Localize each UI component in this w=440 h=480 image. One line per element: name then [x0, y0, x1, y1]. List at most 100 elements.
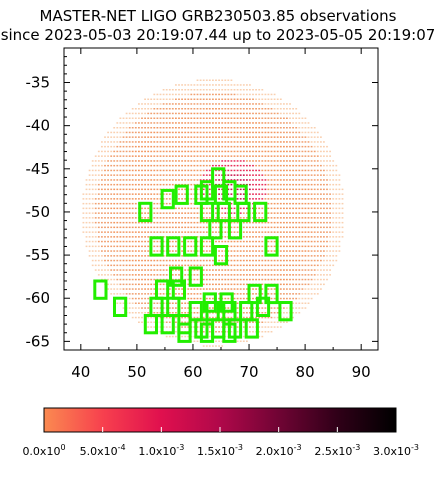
probability-dot	[116, 269, 119, 271]
probability-dot	[270, 307, 273, 309]
probability-dot	[320, 155, 322, 157]
probability-dot	[323, 226, 325, 229]
probability-dot	[267, 316, 270, 319]
probability-dot	[165, 131, 168, 134]
probability-dot	[193, 122, 196, 124]
probability-dot	[310, 212, 313, 214]
observed-field	[278, 301, 293, 322]
probability-dot	[246, 312, 248, 314]
probability-dot	[205, 226, 208, 229]
probability-dot	[131, 255, 134, 257]
probability-dot	[162, 155, 165, 157]
probability-dot	[292, 117, 294, 119]
probability-dot	[199, 259, 202, 262]
probability-dot	[138, 236, 140, 238]
probability-dot	[239, 179, 242, 181]
probability-dot	[171, 250, 174, 252]
probability-dot	[249, 160, 251, 162]
probability-dot	[276, 193, 279, 195]
probability-dot	[91, 174, 94, 176]
probability-dot	[221, 264, 224, 267]
probability-dot	[304, 136, 307, 138]
probability-dot	[181, 302, 183, 304]
probability-dot	[310, 226, 313, 229]
probability-dot	[199, 84, 202, 86]
probability-dot	[316, 136, 319, 138]
probability-dot	[255, 174, 257, 176]
probability-dot	[221, 93, 224, 96]
probability-dot	[153, 283, 156, 286]
probability-dot	[101, 193, 103, 195]
probability-dot	[310, 136, 313, 138]
probability-dot	[156, 188, 159, 191]
probability-dot	[212, 98, 214, 100]
probability-dot	[335, 221, 338, 224]
probability-dot	[202, 127, 205, 129]
probability-dot	[202, 179, 205, 181]
probability-dot	[128, 255, 131, 257]
probability-dot	[202, 164, 205, 167]
probability-dot	[258, 212, 261, 214]
probability-dot	[261, 183, 264, 186]
probability-dot	[193, 207, 196, 210]
probability-dot	[252, 169, 254, 172]
probability-dot	[144, 283, 146, 286]
probability-dot	[150, 259, 153, 262]
probability-dot	[113, 160, 116, 162]
probability-dot	[258, 160, 261, 162]
probability-dot	[175, 160, 177, 162]
probability-dot	[153, 217, 156, 219]
probability-dot	[289, 103, 291, 105]
probability-dot	[279, 297, 282, 300]
probability-dot	[230, 221, 233, 224]
probability-dot	[162, 141, 165, 143]
probability-dot	[307, 259, 310, 262]
probability-dot	[246, 103, 248, 105]
probability-dot	[295, 259, 298, 262]
probability-dot	[286, 269, 288, 271]
probability-dot	[255, 183, 257, 186]
probability-dot	[119, 217, 122, 219]
probability-dot	[279, 150, 282, 153]
probability-dot	[242, 160, 245, 162]
probability-dot	[313, 131, 316, 134]
probability-dot	[261, 136, 264, 138]
probability-dot	[326, 174, 328, 176]
probability-dot	[242, 145, 245, 148]
probability-dot	[159, 164, 162, 167]
probability-dot	[168, 169, 171, 172]
probability-dot	[181, 240, 183, 243]
probability-dot	[221, 179, 224, 181]
probability-dot	[196, 331, 199, 333]
probability-dot	[101, 188, 103, 191]
probability-dot	[320, 274, 322, 276]
probability-dot	[104, 226, 106, 229]
probability-dot	[289, 212, 291, 214]
probability-dot	[85, 193, 88, 195]
probability-dot	[205, 245, 208, 248]
probability-dot	[193, 179, 196, 181]
probability-dot	[131, 141, 134, 143]
probability-dot	[304, 255, 307, 257]
probability-dot	[298, 288, 301, 290]
probability-dot	[196, 155, 199, 157]
probability-dot	[116, 160, 119, 162]
probability-dot	[332, 169, 335, 172]
probability-dot	[153, 326, 156, 328]
probability-dot	[246, 259, 248, 262]
probability-dot	[239, 293, 242, 295]
probability-dot	[292, 127, 294, 129]
probability-dot	[101, 212, 103, 214]
probability-dot	[323, 155, 325, 157]
probability-dot	[205, 259, 208, 262]
probability-dot	[141, 312, 143, 314]
probability-dot	[168, 141, 171, 143]
probability-dot	[286, 274, 288, 276]
probability-dot	[144, 136, 146, 138]
probability-dot	[304, 269, 307, 271]
probability-dot	[242, 131, 245, 134]
probability-dot	[162, 89, 165, 91]
probability-dot	[150, 274, 153, 276]
probability-dot	[316, 259, 319, 262]
probability-dot	[187, 245, 190, 248]
